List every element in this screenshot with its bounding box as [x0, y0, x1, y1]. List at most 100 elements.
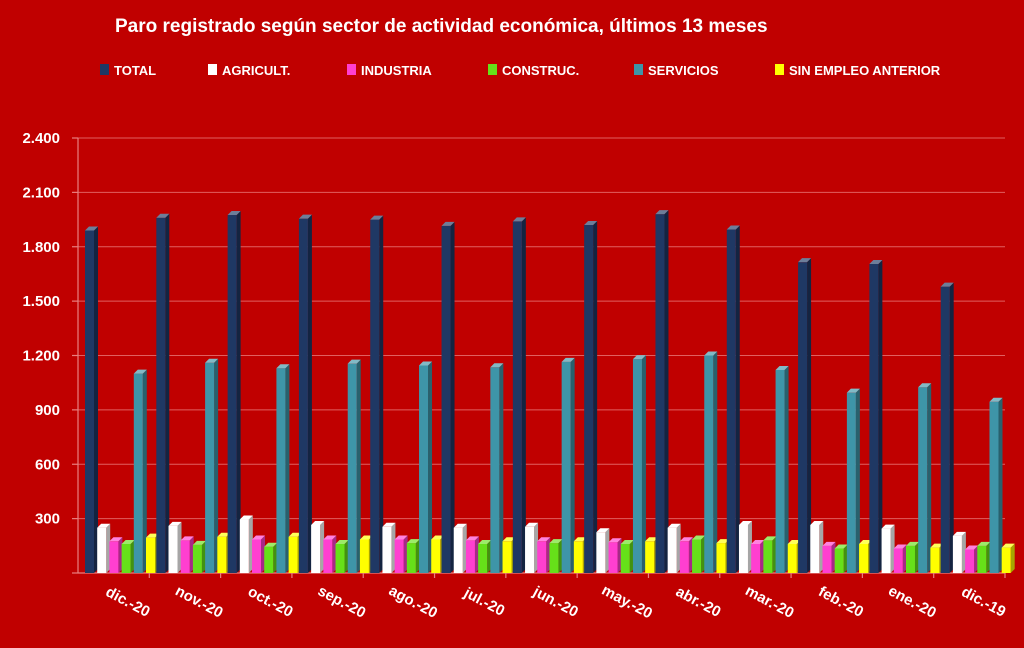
- bar: [537, 537, 551, 573]
- legend: TOTAL AGRICULT. INDUSTRIA CONSTRUC. SERVICIO…: [100, 63, 941, 78]
- bars: [85, 210, 1015, 573]
- bar: [608, 538, 622, 573]
- bar: [655, 210, 669, 573]
- bar: [977, 541, 991, 573]
- bar: [905, 541, 919, 573]
- bar: [264, 542, 278, 573]
- bar: [940, 282, 954, 573]
- bar: [584, 221, 598, 573]
- y-tick-label: 2.400: [22, 130, 60, 147]
- x-tick-label: ene.-20: [885, 582, 939, 621]
- legend-label: SIN EMPLEO ANTERIOR: [789, 63, 941, 78]
- legend-label: TOTAL: [114, 63, 156, 78]
- bar: [989, 397, 1003, 573]
- legend-item: SIN EMPLEO ANTERIOR: [775, 63, 941, 78]
- bar: [419, 361, 433, 573]
- y-axis-ticks: 2.400 2.100 1.800 1.500 1.200 900 600 300: [22, 130, 60, 528]
- y-tick-label: 1.500: [22, 293, 60, 310]
- bar: [692, 535, 706, 573]
- legend-swatch: [100, 64, 109, 75]
- legend-item: CONSTRUC.: [488, 63, 579, 78]
- y-tick-label: 1.200: [22, 348, 60, 365]
- bar: [918, 383, 932, 573]
- x-tick-label: ago.-20: [386, 582, 440, 622]
- legend-swatch: [775, 64, 784, 75]
- x-axis-ticks: dic.-20 nov.-20 oct.-20 sep.-20 ago.-20 jul.-…: [103, 582, 1009, 623]
- bar: [227, 211, 241, 573]
- bar: [726, 225, 740, 573]
- bar: [965, 545, 979, 573]
- bar: [252, 535, 266, 573]
- bar: [881, 524, 895, 573]
- bar: [798, 258, 812, 573]
- bar: [704, 351, 718, 573]
- bar: [810, 520, 824, 573]
- legend-label: CONSTRUC.: [502, 63, 579, 78]
- x-tick-label: dic.-20: [103, 583, 153, 620]
- x-tick-label: feb.-20: [816, 583, 867, 621]
- x-tick-label: nov.-20: [172, 582, 225, 621]
- legend-item: INDUSTRIA: [347, 63, 432, 78]
- x-tick-label: mar.-20: [742, 582, 796, 622]
- bar: [97, 523, 111, 573]
- bar: [952, 531, 966, 573]
- bar: [133, 369, 147, 573]
- chart-title: Paro registrado según sector de activida…: [115, 16, 768, 37]
- bar: [335, 540, 349, 573]
- legend-swatch: [347, 64, 356, 75]
- bar: [893, 544, 907, 573]
- x-tick-label: may.-20: [599, 582, 655, 623]
- legend-item: AGRICULT.: [208, 63, 290, 78]
- bar: [1001, 543, 1015, 573]
- bar: [121, 540, 135, 573]
- bar: [869, 259, 883, 573]
- bar: [394, 535, 408, 573]
- bar: [596, 528, 610, 573]
- y-tick-label: 900: [35, 402, 60, 419]
- y-tick-label: 2.100: [22, 184, 60, 201]
- bar: [679, 537, 693, 573]
- bar: [85, 226, 98, 573]
- y-tick-label: 600: [35, 456, 60, 473]
- x-tick-label: dic.-19: [958, 583, 1008, 620]
- legend-item: SERVICIOS: [634, 63, 719, 78]
- bar: [465, 536, 479, 573]
- bar: [751, 540, 765, 573]
- bar: [239, 515, 253, 573]
- x-tick-label: jul.-20: [460, 584, 507, 620]
- bar: [109, 537, 123, 573]
- y-tick-label: 1.800: [22, 239, 60, 256]
- bar: [561, 357, 575, 573]
- bar: [180, 536, 194, 573]
- bar: [822, 541, 836, 573]
- legend-label: AGRICULT.: [222, 63, 290, 78]
- legend-label: INDUSTRIA: [361, 63, 432, 78]
- bar: [323, 535, 337, 573]
- bar: [453, 523, 467, 573]
- x-tick-label: jun.-20: [529, 583, 581, 621]
- bar: [667, 523, 681, 573]
- x-tick-label: sep.-20: [315, 582, 369, 621]
- bar: [620, 540, 634, 573]
- bar: [382, 522, 396, 573]
- legend-swatch: [634, 64, 643, 75]
- legend-swatch: [488, 64, 497, 75]
- legend-label: SERVICIOS: [648, 63, 719, 78]
- bar: [632, 355, 646, 573]
- bar: [156, 213, 170, 573]
- bar: [298, 214, 312, 573]
- bar: [738, 520, 752, 573]
- bar: [406, 539, 420, 573]
- bar: [192, 540, 206, 573]
- bar: [370, 215, 384, 573]
- bar: [441, 221, 455, 573]
- x-tick-label: oct.-20: [245, 583, 296, 621]
- bar: [311, 520, 325, 573]
- bar: [276, 364, 290, 573]
- bar: [834, 544, 848, 573]
- bar: [347, 359, 361, 573]
- bar: [775, 366, 789, 573]
- bar: [846, 388, 860, 573]
